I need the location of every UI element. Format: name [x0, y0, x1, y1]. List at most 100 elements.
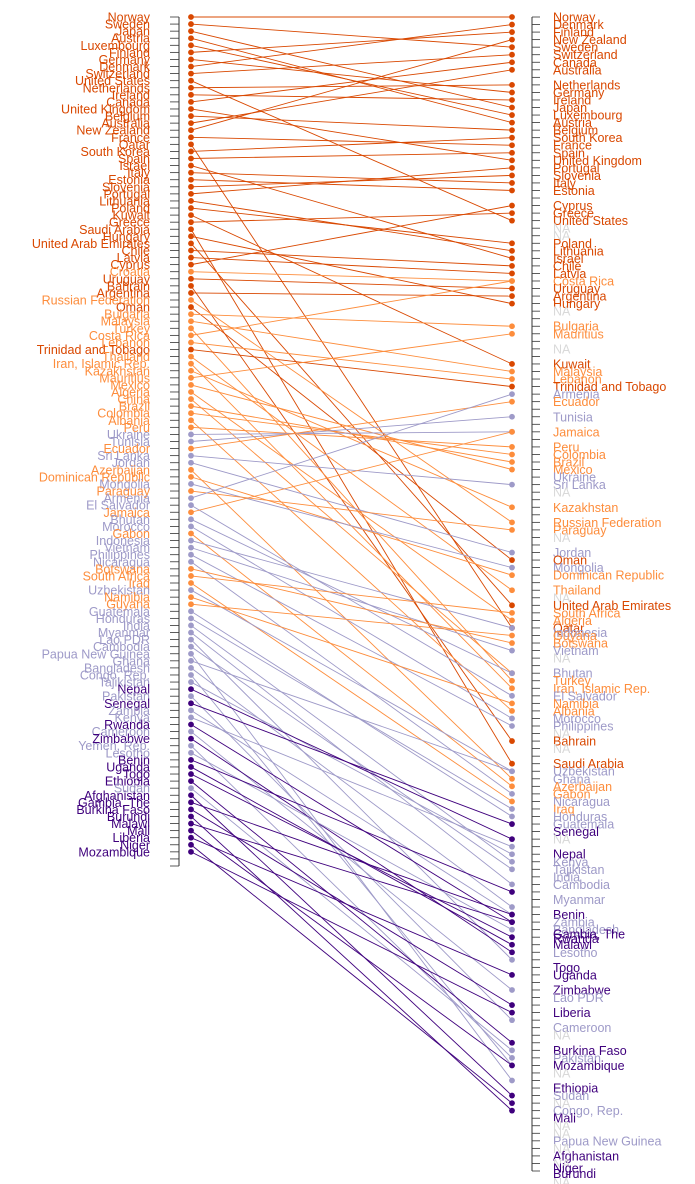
slope-line [190, 738, 513, 953]
left-point [188, 622, 194, 629]
left-point [188, 148, 194, 155]
left-axis-label: Afghanistan [84, 789, 150, 803]
left-point [188, 580, 194, 586]
right-axis-label: Sweden [553, 41, 598, 55]
slope-line [190, 773, 513, 938]
right-axis-label: Turkey [553, 674, 591, 688]
left-point [188, 792, 194, 799]
left-point [188, 665, 194, 671]
right-point [509, 609, 515, 616]
left-point [188, 834, 194, 841]
right-axis-label: Israel [553, 252, 584, 266]
left-axis-label: El Salvador [86, 499, 150, 513]
right-axis-label: Kazakhstan [553, 501, 618, 515]
left-point [188, 459, 194, 466]
left-point [188, 49, 194, 56]
right-point [509, 1100, 515, 1107]
left-point [188, 99, 194, 105]
left-axis-label: Ghana [112, 654, 150, 668]
slope-line [190, 844, 513, 1104]
right-axis-label: Bahrain [553, 735, 596, 749]
left-point [188, 707, 194, 714]
right-point [509, 293, 515, 299]
right-point [509, 790, 515, 797]
right-axis-label: Azerbaijan [553, 780, 612, 794]
right-point [509, 836, 515, 843]
left-point [188, 332, 194, 339]
right-axis-label: Malawi [553, 938, 592, 952]
right-point [509, 941, 515, 948]
right-axis-na-label: NA [553, 591, 571, 605]
right-point [509, 36, 515, 43]
left-axis-label: Jordan [112, 456, 150, 470]
slope-line [190, 59, 513, 93]
slope-line [190, 342, 513, 380]
right-axis-label: Guyana [553, 629, 597, 643]
left-point [188, 35, 194, 42]
left-axis-label: Burkina Faso [76, 803, 150, 817]
slope-line [190, 575, 513, 614]
slope-line [190, 299, 513, 523]
left-point [188, 198, 194, 204]
right-point [509, 14, 515, 20]
slope-line [190, 212, 513, 223]
right-axis-label: Dominican Republic [553, 569, 664, 583]
right-point [509, 504, 515, 511]
left-axis-label: Lesotho [106, 746, 151, 760]
right-point [509, 21, 515, 28]
left-point [188, 544, 194, 551]
left-point [188, 190, 194, 197]
right-point [509, 278, 515, 284]
slope-line [190, 165, 513, 259]
right-axis-label: Namibia [553, 697, 599, 711]
left-axis-label: Italy [127, 166, 151, 180]
left-point [188, 608, 194, 615]
right-axis-na-label: NA [553, 1157, 571, 1171]
left-point [188, 325, 194, 332]
right-point [509, 285, 515, 292]
left-axis-label: China [117, 393, 150, 407]
left-point [188, 799, 194, 806]
right-axis-label: Senegal [553, 825, 599, 839]
right-axis-label: Burundi [553, 1167, 596, 1181]
right-point [509, 330, 515, 337]
right-axis-label: Mongolia [553, 561, 604, 575]
right-axis-na-label: NA [553, 305, 571, 319]
right-axis-label: Spain [553, 146, 585, 160]
slope-line [190, 431, 513, 435]
left-axis-label: Liberia [112, 831, 150, 845]
left-axis-label: Burundi [107, 810, 150, 824]
left-axis-label: Spain [118, 152, 150, 166]
right-point [509, 1047, 515, 1054]
right-axis-label: Pakistan [553, 1051, 601, 1065]
slope-line [190, 137, 513, 152]
right-axis-label: Mexico [553, 463, 593, 477]
left-point [188, 56, 194, 63]
right-axis-label: Lithuania [553, 244, 604, 258]
right-axis-label: Canada [553, 56, 597, 70]
left-point [188, 473, 194, 480]
left-point [188, 367, 194, 374]
slope-line [190, 398, 513, 674]
right-axis-label: France [553, 139, 592, 153]
slope-line [190, 596, 513, 704]
slope-line [190, 426, 513, 448]
left-point [188, 530, 194, 537]
right-point [509, 383, 515, 390]
left-point [188, 247, 194, 254]
slope-line [190, 526, 513, 719]
left-point [188, 339, 194, 346]
left-axis-label: Cameroon [92, 725, 150, 739]
left-point [188, 417, 194, 424]
right-point [509, 526, 515, 533]
left-axis-label: Algeria [111, 385, 150, 399]
left-axis-label: Portugal [103, 187, 150, 201]
left-point [188, 212, 194, 219]
slope-line [190, 349, 513, 388]
right-axis-label: Gambia, The [553, 928, 625, 942]
right-axis-label: Slovenia [553, 169, 601, 183]
left-point [188, 353, 194, 360]
right-point [509, 1039, 515, 1046]
slope-line [190, 69, 513, 124]
right-point [509, 919, 515, 925]
